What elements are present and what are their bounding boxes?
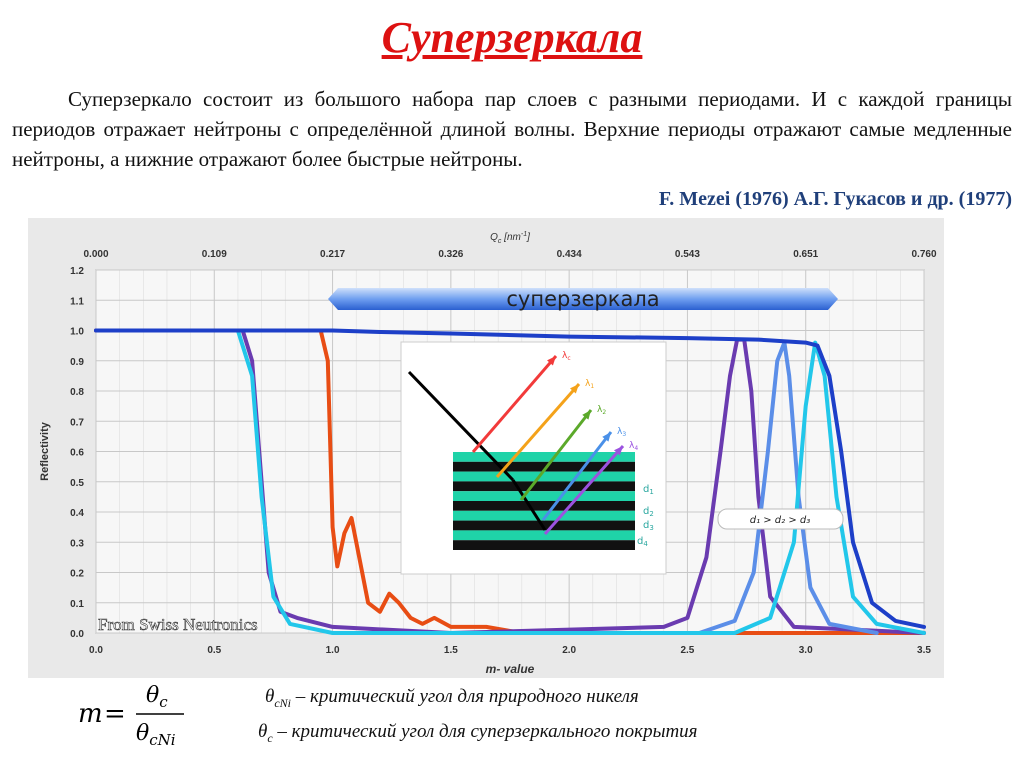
inset-reflected-beam xyxy=(541,431,613,521)
x-tick-label: 0.5 xyxy=(207,645,221,656)
inset-arrowhead xyxy=(602,432,611,442)
note-cni-sub: cNi xyxy=(274,695,292,710)
inset-reflected-beam xyxy=(471,355,558,453)
inset-layer xyxy=(453,491,635,501)
inset-arrowhead xyxy=(582,410,591,420)
y-tick-label: 0.1 xyxy=(70,599,84,610)
y-tick-label: 1.0 xyxy=(70,327,84,338)
x-tick-label: 3.0 xyxy=(799,645,813,656)
x2-tick-label: 0.217 xyxy=(320,249,345,260)
ratio-box xyxy=(717,508,844,530)
inset-arrowhead xyxy=(613,446,623,456)
reference: F. Mezei (1976) А.Г. Гукасов и др. (1977… xyxy=(658,188,1012,210)
x2-tick-label: 0.434 xyxy=(557,249,582,260)
y-tick-label: 0.3 xyxy=(70,538,84,549)
series-line-orange xyxy=(94,328,926,635)
inset-arrowhead xyxy=(569,384,579,394)
formula-m: m = θc θcNi xyxy=(78,683,184,749)
formula-eq: = xyxy=(104,699,126,729)
inset-layer xyxy=(453,452,635,462)
y-tick-label: 0.5 xyxy=(70,478,84,489)
y-tick-label: 0.8 xyxy=(70,387,84,398)
inset-reflected-beam xyxy=(495,383,581,478)
intro-paragraph: Суперзеркало состоит из большого набора … xyxy=(12,87,1012,171)
series-line-cyan xyxy=(235,328,926,635)
inset-layer xyxy=(453,471,635,482)
inset-reflected-beam xyxy=(543,445,625,535)
inset-layer-label: d1 xyxy=(643,484,654,496)
inset-arrowhead xyxy=(547,356,556,366)
x-tick-label: 1.5 xyxy=(444,645,458,656)
reflectivity-chart: 0.0 0.5 1.0 1.5 2.0 2.5 3.0 3.5 0.000 0.109 0.217 0… xyxy=(28,218,944,678)
y-tick-label: 0.0 xyxy=(70,629,84,640)
note-c-sub: c xyxy=(267,730,273,745)
x2-tick-label: 0.109 xyxy=(202,249,227,260)
x-axis-label: m- value xyxy=(486,662,535,676)
y-tick-label: 0.7 xyxy=(70,417,84,428)
inset-beam-label: λ2 xyxy=(597,405,606,416)
inset-layer xyxy=(453,461,635,472)
y-tick-label: 0.4 xyxy=(70,508,84,519)
inset-beam-label: λ4 xyxy=(629,441,638,452)
inset-layer xyxy=(453,501,635,511)
x-tick-label: 0.0 xyxy=(89,645,103,656)
note-cni: θcNi – критический угол для природного н… xyxy=(265,686,639,711)
inset-beam-label: λc xyxy=(562,351,571,362)
inset-layer xyxy=(453,481,635,492)
banner-label: суперзеркала xyxy=(506,287,659,311)
note-c-symbol: θ xyxy=(258,721,268,742)
y-tick-label: 1.2 xyxy=(70,266,84,277)
y-tick-label: 0.9 xyxy=(70,357,84,368)
x2-tick-label: 0.760 xyxy=(911,249,936,260)
chart-curves xyxy=(94,328,926,635)
page-title: Суперзеркала xyxy=(381,13,643,62)
y-axis-label: Reflectivity xyxy=(39,421,51,481)
y-tick-label: 0.6 xyxy=(70,448,84,459)
inset-layer-label: d3 xyxy=(643,520,654,532)
x-tick-label: 3.5 xyxy=(917,645,931,656)
x2-tick-label: 0.651 xyxy=(793,249,818,260)
y-tick-label: 0.2 xyxy=(70,569,84,580)
formula-denominator: θcNi xyxy=(136,721,176,749)
x2-tick-label: 0.000 xyxy=(83,249,108,260)
x-tick-label: 2.0 xyxy=(562,645,576,656)
formula-numerator: θc xyxy=(146,683,168,711)
inset-layer xyxy=(453,510,635,521)
inset-incident-beam xyxy=(407,370,515,482)
x2-tick-label: 0.326 xyxy=(438,249,463,260)
banner-arrow xyxy=(328,288,838,310)
formula-lhs: m xyxy=(78,699,103,729)
inset-beam-label: λ1 xyxy=(585,379,594,390)
note-c-text: – критический угол для суперзеркального … xyxy=(277,721,698,742)
series-line-blue xyxy=(94,328,926,629)
inset-layer-label: d2 xyxy=(643,506,654,518)
x-tick-label: 1.0 xyxy=(326,645,340,656)
inset-layer xyxy=(453,520,635,531)
inset-reflected-beam xyxy=(519,409,593,501)
y-tick-label: 1.1 xyxy=(70,296,84,307)
watermark: From Swiss Neutronics xyxy=(98,615,258,634)
chart-overlays: суперзеркала From Swiss Neutronics d₁ > d₂… xyxy=(98,287,844,634)
inset-incident-beam xyxy=(511,479,547,531)
note-c: θc – критический угол для суперзеркально… xyxy=(258,721,698,746)
x2-tick-label: 0.543 xyxy=(675,249,700,260)
inset-beam-label: λ3 xyxy=(617,427,626,438)
note-cni-text: – критический угол для природного никеля xyxy=(295,686,639,707)
x2-axis-label: Qc [nm-1] xyxy=(490,231,530,245)
x-tick-label: 2.5 xyxy=(680,645,694,656)
inset-layer xyxy=(453,530,635,541)
inset-layer xyxy=(453,540,635,550)
ratio-label: d₁ > d₂ > d₃ xyxy=(750,515,811,526)
inset-layer-label: d4 xyxy=(637,536,648,548)
chart-axes: 0.0 0.5 1.0 1.5 2.0 2.5 3.0 3.5 0.000 0.109 0.217 0… xyxy=(39,231,937,676)
note-cni-symbol: θ xyxy=(265,686,275,707)
